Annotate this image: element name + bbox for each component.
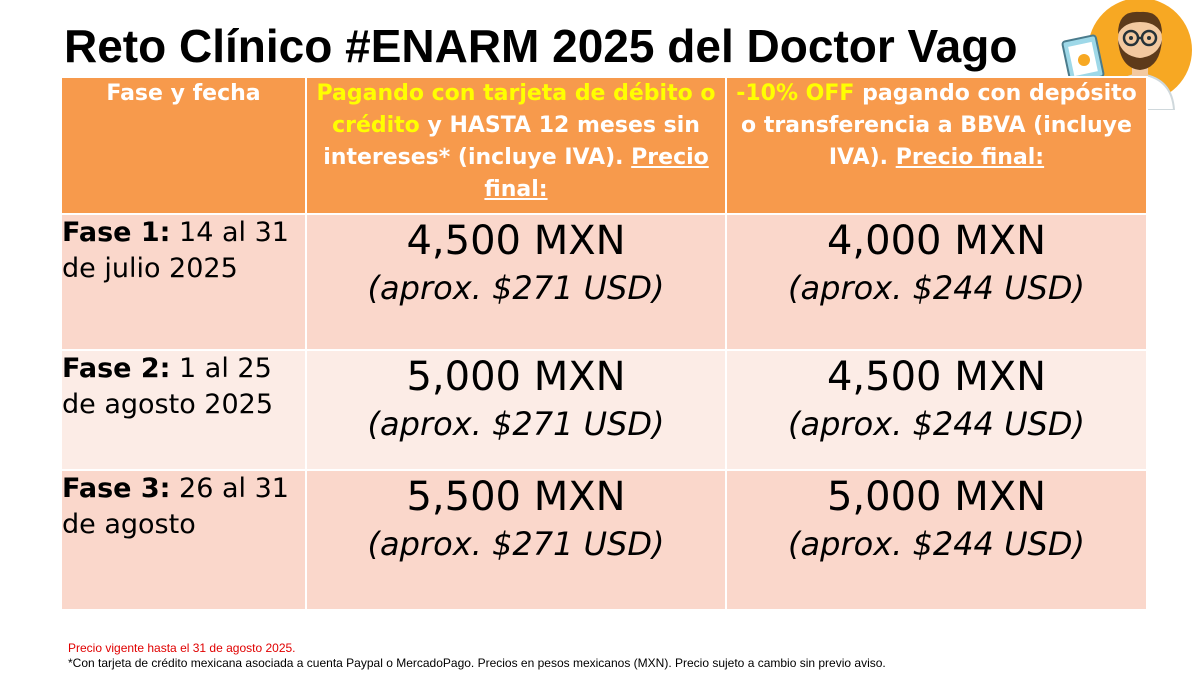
header-phase-date-label: Fase y fecha (106, 81, 261, 106)
card-price-usd: (aprox. $271 USD) (367, 525, 665, 563)
deposit-price-cell: 4,000 MXN (aprox. $244 USD) (725, 213, 1148, 351)
page-title: Reto Clínico #ENARM 2025 del Doctor Vago (64, 20, 1018, 72)
card-price-cell: 5,500 MXN (aprox. $271 USD) (305, 469, 727, 611)
phase-label: Fase 1: (62, 217, 171, 248)
card-price-mxn: 5,000 MXN (406, 354, 626, 400)
price-validity-note: Precio vigente hasta el 31 de agosto 202… (68, 641, 296, 655)
pricing-table: Fase y fecha Pagando con tarjeta de débi… (60, 76, 1148, 611)
phase-cell: Fase 1: 14 al 31 de julio 2025 (60, 213, 307, 351)
table-header-row: Fase y fecha Pagando con tarjeta de débi… (60, 76, 1148, 215)
header-phase-date: Fase y fecha (60, 76, 307, 215)
phase-date: 26 al 31 de agosto (62, 473, 289, 540)
header-card-text: y HASTA 12 meses sin intereses* (incluye… (323, 113, 700, 170)
deposit-price-mxn: 4,000 MXN (826, 218, 1047, 264)
phase-cell: Fase 3: 26 al 31 de agosto (60, 469, 307, 611)
card-price-usd: (aprox. $271 USD) (367, 269, 665, 307)
phase-label: Fase 2: (62, 353, 171, 384)
disclaimer-note: *Con tarjeta de crédito mexicana asociad… (68, 656, 886, 670)
phase-date: 1 al 25 de agosto 2025 (62, 353, 274, 420)
deposit-price-cell: 5,000 MXN (aprox. $244 USD) (725, 469, 1148, 611)
deposit-price-mxn: 5,000 MXN (826, 474, 1047, 520)
header-deposit-text: pagando con depósito o transferencia a B… (741, 81, 1137, 170)
phase-cell: Fase 2: 1 al 25 de agosto 2025 (60, 349, 307, 471)
header-deposit-payment: -10% OFF pagando con depósito o transfer… (725, 76, 1148, 215)
header-deposit-final-price: Precio final: (895, 145, 1045, 170)
header-card-payment: Pagando con tarjeta de débito o crédito … (305, 76, 727, 215)
card-price-mxn: 5,500 MXN (406, 474, 626, 520)
card-price-cell: 5,000 MXN (aprox. $271 USD) (305, 349, 727, 471)
deposit-price-usd: (aprox. $244 USD) (788, 269, 1085, 307)
deposit-price-usd: (aprox. $244 USD) (788, 405, 1085, 443)
deposit-price-mxn: 4,500 MXN (826, 354, 1047, 400)
deposit-price-usd: (aprox. $244 USD) (788, 525, 1085, 563)
table-row: Fase 1: 14 al 31 de julio 2025 4,500 MXN… (60, 213, 1148, 351)
table-row: Fase 3: 26 al 31 de agosto 5,500 MXN (apr… (60, 469, 1148, 611)
phase-date: 14 al 31 de julio 2025 (62, 217, 289, 284)
header-card-highlight: Pagando con tarjeta de débito o crédito (316, 81, 716, 138)
phase-label: Fase 3: (62, 473, 171, 504)
card-price-usd: (aprox. $271 USD) (367, 405, 665, 443)
table-row: Fase 2: 1 al 25 de agosto 2025 5,000 MXN… (60, 349, 1148, 471)
header-deposit-highlight: -10% OFF (736, 81, 855, 106)
header-card-final-price: Precio final: (484, 145, 709, 202)
card-price-cell: 4,500 MXN (aprox. $271 USD) (305, 213, 727, 351)
deposit-price-cell: 4,500 MXN (aprox. $244 USD) (725, 349, 1148, 471)
card-price-mxn: 4,500 MXN (406, 218, 626, 264)
